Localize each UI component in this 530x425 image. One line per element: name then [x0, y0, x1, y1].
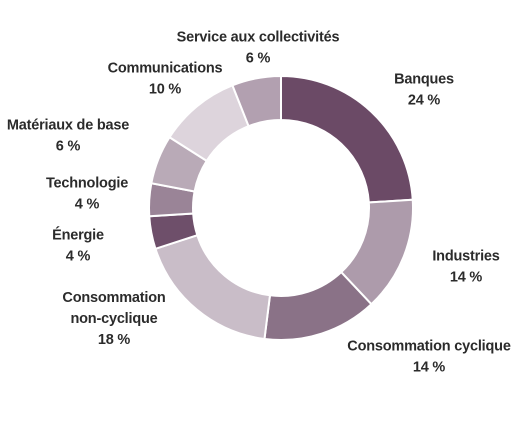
label-communications: Communications 10 % — [108, 60, 223, 97]
slice-category-label: Communications — [108, 60, 223, 76]
slice-value-label: 18 % — [98, 332, 131, 348]
label-consommation-non-cyclique: Consommation non-cyclique 18 % — [62, 290, 165, 348]
slice-service-aux-collectivites — [231, 74, 282, 128]
slice-category-label: non-cyclique — [70, 311, 157, 327]
slice-value-label: 24 % — [408, 92, 441, 108]
slice-category-label: Technologie — [46, 175, 128, 191]
slice-category-label: Consommation cyclique — [347, 338, 511, 354]
slice-category-label: Service aux collectivités — [177, 29, 340, 45]
slice-value-label: 14 % — [413, 359, 446, 375]
slice-category-label: Consommation — [62, 290, 165, 306]
slice-category-label: Banques — [394, 71, 454, 87]
slice-value-label: 6 % — [246, 50, 271, 66]
label-materiaux-de-base: Matériaux de base 6 % — [7, 117, 130, 154]
slice-category-label: Industries — [432, 248, 499, 264]
slice-category-label: Énergie — [52, 226, 104, 243]
label-consommation-cyclique: Consommation cyclique 14 % — [347, 338, 511, 375]
slice-value-label: 4 % — [66, 248, 91, 264]
slice-value-label: 4 % — [75, 196, 100, 212]
label-banques: Banques 24 % — [394, 71, 454, 108]
label-energie: Énergie 4 % — [52, 226, 104, 264]
slice-category-label: Matériaux de base — [7, 117, 129, 133]
label-technologie: Technologie 4 % — [46, 175, 128, 212]
slice-value-label: 14 % — [450, 269, 483, 285]
label-industries: Industries 14 % — [432, 248, 500, 285]
slice-value-label: 6 % — [56, 138, 81, 154]
slice-consommation-non-cyclique — [154, 233, 272, 341]
slice-banques — [280, 74, 414, 204]
label-service-aux-collectivites: Service aux collectivités 6 % — [177, 29, 340, 66]
slice-value-label: 10 % — [149, 81, 182, 97]
